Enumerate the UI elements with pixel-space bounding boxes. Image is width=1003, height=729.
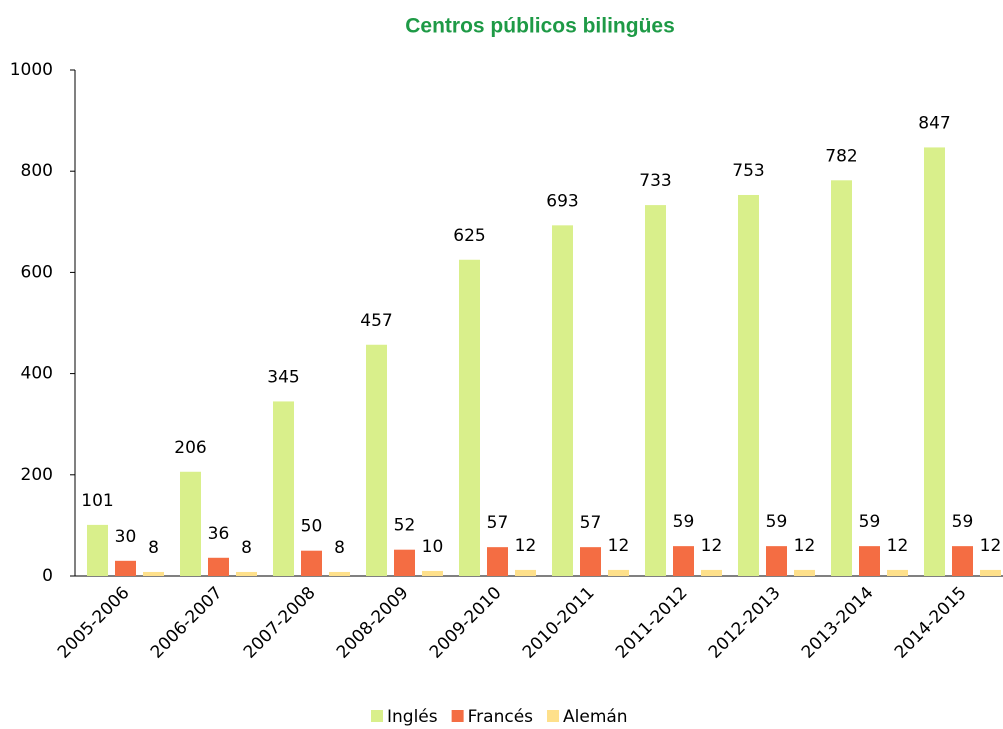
legend-swatch xyxy=(371,710,383,722)
bar xyxy=(273,401,294,576)
x-tick-label: 2014-2015 xyxy=(891,583,971,663)
data-label: 50 xyxy=(301,517,323,537)
data-label: 12 xyxy=(794,536,816,556)
bar xyxy=(831,180,852,577)
bar xyxy=(301,550,322,576)
bar xyxy=(887,569,908,576)
bar xyxy=(329,571,350,576)
data-label: 30 xyxy=(115,527,137,547)
data-label: 59 xyxy=(859,512,881,532)
x-tick-label: 2013-2014 xyxy=(798,583,878,663)
data-label: 52 xyxy=(394,516,416,536)
bar xyxy=(515,569,536,576)
data-label: 57 xyxy=(580,513,602,533)
x-tick-label: 2007-2008 xyxy=(240,583,320,663)
bar xyxy=(766,546,787,576)
data-label: 12 xyxy=(980,536,1002,556)
bar xyxy=(459,259,480,576)
data-label: 59 xyxy=(952,512,974,532)
bar xyxy=(980,569,1001,576)
x-tick-label: 2009-2010 xyxy=(426,583,506,663)
bar xyxy=(180,471,201,576)
bar xyxy=(236,571,257,576)
bar xyxy=(580,547,601,576)
y-tick-label: 200 xyxy=(21,465,53,485)
data-label: 36 xyxy=(208,524,230,544)
data-label: 206 xyxy=(174,438,206,458)
bar xyxy=(422,570,443,576)
bar xyxy=(487,547,508,576)
x-tick-label: 2006-2007 xyxy=(147,583,227,663)
y-tick-label: 800 xyxy=(21,161,53,181)
legend-swatch xyxy=(451,710,464,722)
bar xyxy=(924,147,945,576)
x-tick-label: 2005-2006 xyxy=(54,583,134,663)
data-label: 12 xyxy=(887,536,909,556)
bar xyxy=(645,205,666,577)
bar xyxy=(87,524,108,576)
x-tick-label: 2008-2009 xyxy=(333,583,413,663)
chart-title: Centros públicos bilingües xyxy=(405,15,675,38)
bar xyxy=(794,569,815,576)
data-label: 10 xyxy=(422,537,444,557)
legend-label: Inglés xyxy=(387,707,438,727)
bar xyxy=(552,225,573,577)
data-label: 12 xyxy=(701,536,723,556)
y-tick-label: 600 xyxy=(21,262,53,282)
data-label: 457 xyxy=(360,311,392,331)
data-label: 59 xyxy=(673,512,695,532)
legend-swatch xyxy=(547,710,560,722)
y-tick-label: 0 xyxy=(42,566,53,586)
legend-label: Alemán xyxy=(563,707,628,727)
bar xyxy=(738,194,759,576)
bar xyxy=(859,546,880,576)
bar xyxy=(208,557,229,576)
data-label: 12 xyxy=(608,536,630,556)
y-tick-label: 400 xyxy=(21,364,53,384)
bar xyxy=(143,571,164,576)
bar xyxy=(608,569,629,576)
legend-label: Francés xyxy=(468,707,534,727)
data-label: 12 xyxy=(515,536,537,556)
data-label: 847 xyxy=(918,113,950,133)
data-label: 8 xyxy=(148,538,159,558)
data-label: 101 xyxy=(81,491,113,511)
bar xyxy=(673,546,694,576)
data-label: 8 xyxy=(334,538,345,558)
data-label: 782 xyxy=(825,146,857,166)
x-tick-label: 2011-2012 xyxy=(612,583,692,663)
bar xyxy=(701,569,722,576)
data-label: 693 xyxy=(546,191,578,211)
data-label: 733 xyxy=(639,171,671,191)
data-label: 8 xyxy=(241,538,252,558)
data-label: 57 xyxy=(487,513,509,533)
bar xyxy=(115,560,136,576)
data-label: 345 xyxy=(267,367,299,387)
data-label: 625 xyxy=(453,226,485,246)
bar xyxy=(952,546,973,576)
data-label: 59 xyxy=(766,512,788,532)
x-tick-label: 2012-2013 xyxy=(705,583,785,663)
y-tick-label: 1000 xyxy=(10,60,53,80)
bar xyxy=(394,549,415,576)
x-tick-label: 2010-2011 xyxy=(519,583,599,663)
data-label: 753 xyxy=(732,161,764,181)
bar xyxy=(366,344,387,576)
